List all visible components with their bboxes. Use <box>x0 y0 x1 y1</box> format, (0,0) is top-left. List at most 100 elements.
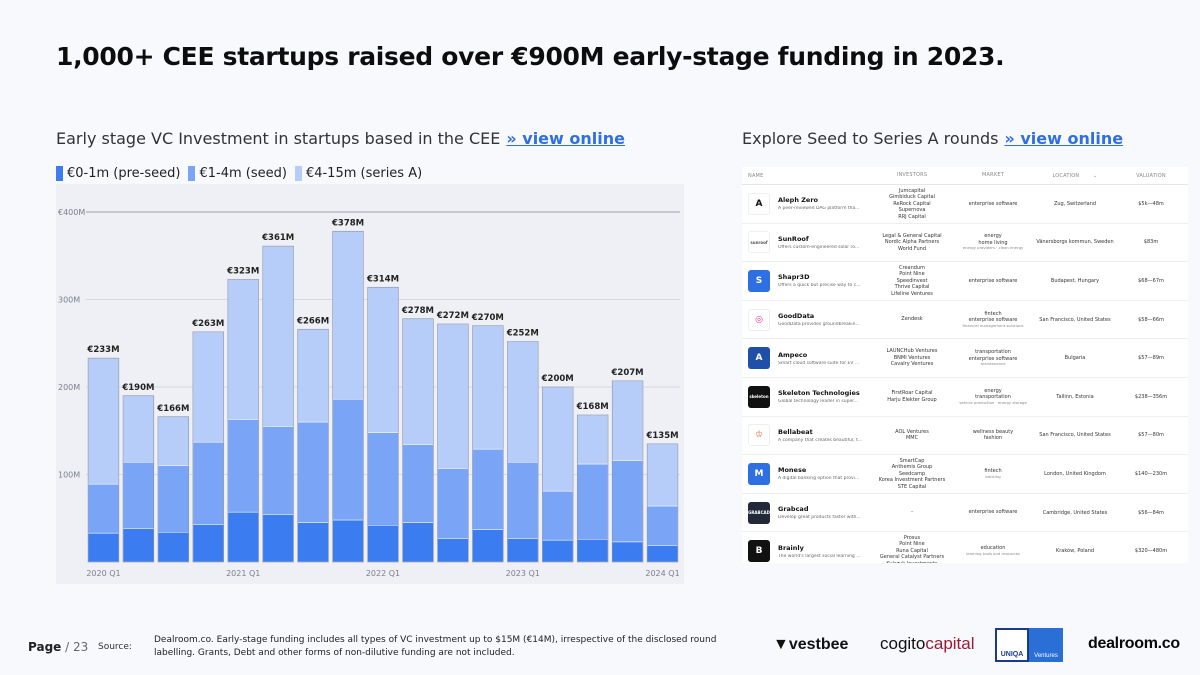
x-tick-label: 2022 Q1 <box>366 569 400 578</box>
table-row[interactable]: ◎ GoodData GoodData provides groundbreakin… <box>742 301 1188 340</box>
table-row[interactable]: A Ampeco Smart cloud software suite for EV… <box>742 339 1188 378</box>
bar-segment <box>646 505 679 546</box>
bar-segment <box>192 331 224 443</box>
col-header-name[interactable]: NAME <box>748 172 764 179</box>
company-name[interactable]: Grabcad <box>778 505 809 514</box>
company-logo-icon: A <box>748 192 770 215</box>
company-name[interactable]: GoodData <box>778 312 815 321</box>
investor-name: Anthemis Group <box>891 464 933 471</box>
bar-outline <box>262 245 294 563</box>
col-header-investors[interactable]: INVESTORS <box>896 172 928 179</box>
bar-segment <box>437 323 469 469</box>
investor-name: Cavalry Ventures <box>890 361 934 368</box>
bar-segment <box>297 522 329 563</box>
uniqa-wordmark: UNIQA <box>1000 651 1024 658</box>
bar-outline <box>611 380 644 563</box>
market-tag: enterprise software <box>968 355 1018 362</box>
legend-swatch <box>294 166 302 181</box>
cogito-wordmark: cogito <box>880 634 926 653</box>
x-tick-label: 2020 Q1 <box>86 569 120 578</box>
investor-name: Gimbiduck Capital <box>889 194 935 201</box>
company-cell: GRABCAD Grabcad Develop great products fas… <box>742 501 867 524</box>
market-subtag: maintenance <box>980 361 1006 367</box>
company-logo-icon: ◎ <box>748 308 770 331</box>
chart-view-online-link[interactable]: » view online <box>506 129 625 148</box>
investor-name: MMC <box>905 435 919 442</box>
bar-segment <box>542 539 574 563</box>
investor-name: RRJ Capital <box>898 213 926 220</box>
company-name[interactable]: Brainly <box>778 543 804 552</box>
table-row[interactable]: skeleton Skeleton Technologies Global tech… <box>742 378 1188 417</box>
valuation-cell: $68—67m <box>1138 277 1164 284</box>
table-row[interactable]: S Shapr3D Offers a quick but precise way t… <box>742 262 1188 301</box>
market-tag: energy <box>984 387 1002 394</box>
col-header-valuation[interactable]: VALUATION <box>1136 172 1166 179</box>
market-subtag: vehicle production · energy storage <box>959 399 1027 405</box>
bar-outline <box>437 323 469 563</box>
company-description: A company that creates beautiful, t... <box>778 437 863 443</box>
company-description: Smart cloud software suite for EV ... <box>778 360 860 366</box>
investor-name: Prosus <box>903 534 921 541</box>
market-cell: enterprise software <box>957 278 1029 285</box>
company-name[interactable]: SunRoof <box>778 234 809 243</box>
bar-segment <box>367 525 399 563</box>
investors-cell: - <box>867 509 957 516</box>
company-name[interactable]: Bellabeat <box>778 427 813 436</box>
col-header-market[interactable]: MARKET <box>982 172 1004 179</box>
bar-segment <box>507 462 539 539</box>
company-name[interactable]: Shapr3D <box>778 273 810 282</box>
bar-total-label: €323M <box>226 266 259 276</box>
company-name[interactable]: Skeleton Technologies <box>778 389 860 398</box>
cogito-capital-logo: cogitocapital <box>880 634 975 654</box>
investors-cell: Zendesk <box>867 316 957 323</box>
valuation-cell: $56—84m <box>1138 509 1164 516</box>
market-tag: home living <box>978 239 1008 246</box>
table-row[interactable]: M Monese A digital banking option that pro… <box>742 455 1188 494</box>
bar-outline <box>227 279 259 563</box>
x-tick-label: 2021 Q1 <box>226 569 260 578</box>
bar-outline <box>367 286 399 563</box>
market-tag: fashion <box>983 435 1003 442</box>
investor-name: - <box>911 509 913 516</box>
bar-outline <box>122 395 155 563</box>
table-row[interactable]: ♔ Bellabeat A company that creates beautif… <box>742 417 1188 456</box>
company-name[interactable]: Aleph Zero <box>778 196 819 205</box>
table-row[interactable]: GRABCAD Grabcad Develop great products fas… <box>742 494 1188 533</box>
table-row[interactable]: B Brainly The world's largest social learn… <box>742 532 1188 563</box>
valuation-cell: $5k—48m <box>1138 200 1164 207</box>
bar-segment <box>402 318 434 445</box>
investors-cell: Legal & General Capital Nordic Alpha Part… <box>867 233 957 253</box>
col-header-location[interactable]: LOCATION ⌄ <box>1029 173 1121 179</box>
table-row[interactable]: A Aleph Zero A peer-reviewed DAG platform … <box>742 185 1188 224</box>
bar-segment <box>87 532 120 563</box>
company-name[interactable]: Ampeco <box>778 350 808 359</box>
location-cell: Vänersborgs kommun, Sweden <box>1036 239 1114 246</box>
company-description: A peer-reviewed DAG platform tha... <box>778 206 860 212</box>
bar-segment <box>297 421 329 523</box>
company-description: Offers custom-engineered solar ro... <box>778 244 860 250</box>
bar-chart: 100M 200M 300M €400M €233M 2020 Q1 €190M €166M €… <box>58 208 680 578</box>
bar-total-label: €270M <box>471 313 504 323</box>
company-cell: ◎ GoodData GoodData provides groundbreakin… <box>742 308 867 331</box>
company-info: GoodData GoodData provides groundbreakin.… <box>778 312 866 327</box>
page-number: Page / 23 <box>28 640 88 654</box>
table-row[interactable]: sunroof SunRoof Offers custom-engineered s… <box>742 224 1188 263</box>
y-tick-label: 100M <box>58 471 80 480</box>
bar-segment <box>542 386 574 492</box>
bar-total-label: €207M <box>611 368 644 378</box>
company-logo-icon: ♔ <box>748 424 770 447</box>
bar-total-label: €378M <box>331 218 364 228</box>
investor-name: General Catalyst Partners <box>879 554 945 561</box>
investors-cell: AOL Ventures MMC <box>867 429 957 442</box>
company-name[interactable]: Monese <box>778 466 807 475</box>
investors-cell: Prosus Point Nine Runa Capital General Cata… <box>867 535 957 563</box>
y-tick-label: €400M <box>58 208 85 217</box>
table-view-online-link[interactable]: » view online <box>1004 129 1124 148</box>
bar-segment <box>437 468 469 539</box>
market-cell: enterprise software <box>957 201 1029 208</box>
company-info: SunRoof Offers custom-engineered solar ro… <box>778 235 866 250</box>
company-cell: M Monese A digital banking option that pro… <box>742 462 867 485</box>
chevron-down-icon: ⌄ <box>1093 172 1098 179</box>
bar-outline <box>646 443 679 563</box>
bar-total-label: €263M <box>191 319 224 329</box>
